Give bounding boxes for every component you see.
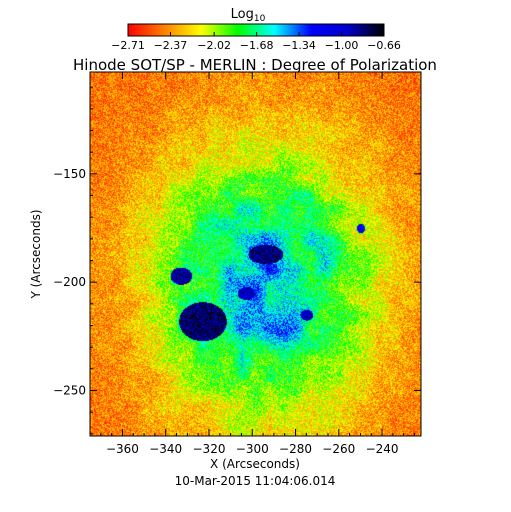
x-axis: −360 −340 −320 −300 −280 −260 −240 bbox=[100, 72, 416, 456]
y-tick-label: −250 bbox=[53, 384, 86, 398]
x-axis-label: X (Arcseconds) bbox=[210, 457, 300, 471]
colorbar-tick-label: −1.68 bbox=[240, 39, 274, 52]
y-tick-label: −200 bbox=[53, 275, 86, 289]
y-axis-label: Y (Arcseconds) bbox=[29, 209, 43, 299]
x-tick-label: −320 bbox=[193, 442, 226, 456]
polarization-map bbox=[90, 72, 421, 436]
colorbar-tick-label: −2.71 bbox=[111, 39, 145, 52]
chart-title: Hinode SOT/SP - MERLIN : Degree of Polar… bbox=[73, 56, 437, 74]
colorbar-frame bbox=[127, 23, 385, 37]
x-tick-label: −260 bbox=[322, 442, 355, 456]
colorbar-label: Log10 bbox=[231, 7, 266, 24]
colorbar-ticks: −2.71 −2.37 −2.02 −1.68 −1.34 −1.00 −0.66 bbox=[111, 32, 401, 52]
x-tick-label: −340 bbox=[149, 442, 182, 456]
plot-frame bbox=[89, 71, 422, 437]
colorbar-tick-label: −2.02 bbox=[197, 39, 231, 52]
x-tick-label: −240 bbox=[366, 442, 399, 456]
x-tick-label: −300 bbox=[236, 442, 269, 456]
colorbar: −2.71 −2.37 −2.02 −1.68 −1.34 −1.00 −0.66 bbox=[111, 23, 401, 52]
colorbar-gradient bbox=[128, 24, 384, 36]
colorbar-tick-label: −1.34 bbox=[282, 39, 316, 52]
colorbar-tick-label: −0.66 bbox=[367, 39, 401, 52]
colorbar-tick-label: −2.37 bbox=[154, 39, 188, 52]
x-tick-label: −280 bbox=[279, 442, 312, 456]
timestamp-footer: 10-Mar-2015 11:04:06.014 bbox=[175, 474, 336, 488]
y-axis: −150 −200 −250 bbox=[53, 86, 421, 435]
plot-area: −360 −340 −320 −300 −280 −260 −240 −150 −200 −25… bbox=[53, 71, 422, 456]
colorbar-tick-label: −1.00 bbox=[325, 39, 359, 52]
x-tick-label: −360 bbox=[106, 442, 139, 456]
y-tick-label: −150 bbox=[53, 167, 86, 181]
